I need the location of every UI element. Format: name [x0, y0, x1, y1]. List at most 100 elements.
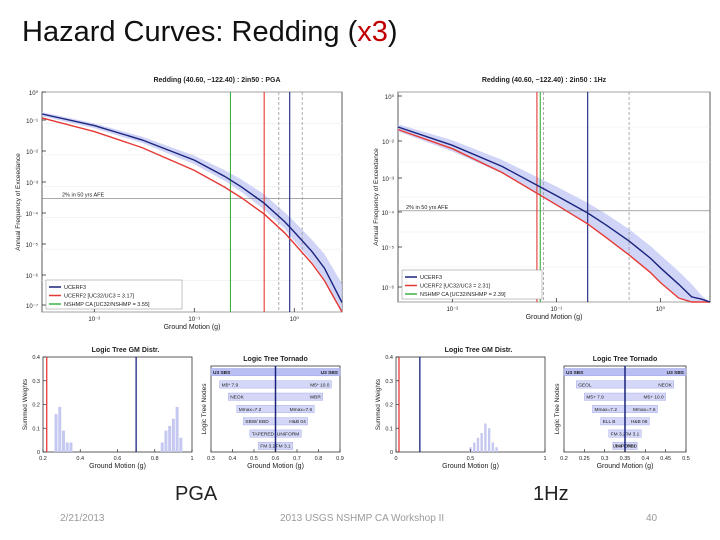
- onehz-gm-distr-y-label: Summed Weights: [375, 378, 382, 430]
- onehz-gm-distr-bar: [476, 437, 480, 452]
- onehz-tornado-bar-label-right: H&B 08: [631, 419, 648, 425]
- pga-hazard-title: Redding (40.60, −122.40) : 2in50 : PGA: [153, 77, 280, 84]
- pga-hazard-axes: [41, 91, 343, 313]
- pga-hazard-ucerf3-band: [42, 112, 342, 314]
- onehz-tornado-bar-label-left: FM 3.2: [611, 431, 626, 437]
- onehz-gm-distr-bar: [487, 428, 491, 452]
- pga-tornado-bar-label-left: U3 SBS: [213, 370, 231, 376]
- onehz-hazard-y-tick-label: 10⁻⁵: [382, 245, 395, 252]
- onehz-gm-distr-x-label: Ground Motion (g): [442, 463, 499, 470]
- pga-tornado-title: Logic Tree Tornado: [243, 356, 307, 363]
- onehz-tornado-bar-label-right: M5+ 10.0: [644, 395, 664, 401]
- onehz-hazard-y-tick-label: 10⁻⁴: [382, 210, 395, 217]
- pga-tornado-bar-label-left: TAPERED: [252, 431, 275, 437]
- onehz-hazard-ucerf3-curve: [397, 126, 711, 303]
- pga-tornado-bar-label-left: FM 3.2: [260, 444, 275, 450]
- pga-gm-distr-y-tick-label: 0.2: [32, 403, 40, 409]
- pga-tornado-x-tick-label: 0.6: [272, 456, 280, 462]
- footer-date: 2/21/2013: [60, 513, 105, 524]
- pga-tornado-y-label: Logic Tree Nodes: [201, 383, 208, 435]
- onehz-gm-distr-x-tick-label: 0.5: [467, 456, 475, 462]
- onehz-tornado-bar-label-left: U3 SBS: [566, 370, 584, 376]
- onehz-tornado-bar-label-left: ELL B: [603, 419, 616, 425]
- onehz-tornado-bar-label-left: M5+ 7.9: [586, 395, 604, 401]
- slide-title-post: ): [387, 16, 398, 48]
- pga-hazard-y-tick-label: 10⁻⁵: [26, 242, 39, 249]
- pga-gm-distr-x-tick-label: 0.8: [151, 456, 159, 462]
- pga-gm-distr-bar: [65, 442, 69, 452]
- pga-hazard-x-label: Ground Motion (g): [164, 324, 221, 331]
- onehz-tornado-x-tick-label: 0.25: [579, 456, 590, 462]
- pga-hazard-ucerf3-curve: [41, 113, 343, 303]
- onehz-gm-distr-y-tick-label: 0.1: [385, 426, 393, 432]
- pga-tornado-bar-label-right: H&B 04: [289, 419, 306, 425]
- onehz-hazard-x-tick-label: 10⁻¹: [550, 307, 562, 313]
- onehz-gm-distr-bar: [491, 442, 495, 452]
- onehz-gm-distr-y-tick-label: 0.4: [385, 355, 393, 361]
- pga-gm-distr-x-tick-label: 0.6: [114, 456, 122, 462]
- pga-gm-distr-y-tick-label: 0.4: [32, 355, 40, 361]
- onehz-tornado-bar-label-left: Mmax=7.2: [594, 407, 617, 413]
- pga-gm-distr-bar: [164, 430, 168, 452]
- pga-hazard-y-tick-label: 10⁻³: [26, 181, 38, 187]
- onehz-gm-distr-y-tick-label: 0: [390, 450, 393, 456]
- onehz-gm-distr-y-tick-label: 0.2: [385, 403, 393, 409]
- pga-gm-distr-title: Logic Tree GM Distr.: [92, 347, 160, 354]
- onehz-tornado-title: Logic Tree Tornado: [593, 356, 657, 363]
- onehz-tornado-x-tick-label: 0.45: [660, 456, 671, 462]
- pga-tornado-x-label: Ground Motion (g): [247, 463, 304, 470]
- pga-tornado-bar-label-right: Mmax=7.6: [290, 407, 313, 413]
- pga-gm-distr-bar: [58, 406, 62, 452]
- pga-gm-distr-bar: [168, 425, 172, 452]
- onehz-tornado-x-tick-label: 0.2: [560, 456, 568, 462]
- pga-gm-distr-x-label: Ground Motion (g): [89, 463, 146, 470]
- onehz-gm-distr-axes: [395, 356, 546, 453]
- pga-gm-distr-bar: [160, 442, 164, 452]
- onehz-tornado-bar-label-right: U3 SBS: [667, 370, 685, 376]
- onehz-hazard-afe-annotation: 2% in 50 yrs AFE: [406, 205, 449, 211]
- onehz-hazard-x-tick-label: 10⁻²: [446, 307, 458, 313]
- pga-tornado-bar-label-right: WBR: [310, 395, 322, 401]
- onehz-hazard-legend: [401, 269, 543, 300]
- onehz-tornado-bar-label-right: Mmax=7.6: [633, 407, 656, 413]
- pga-tornado-x-tick-label: 0.4: [229, 456, 237, 462]
- pga-tornado-x-tick-label: 0.9: [336, 456, 344, 462]
- footer-event: 2013 USGS NSHMP CA Workshop II: [280, 513, 445, 524]
- onehz-hazard-x-tick-label: 10⁰: [656, 306, 666, 313]
- pga-hazard-x-tick-label: 10⁻²: [88, 317, 100, 323]
- onehz-hazard-x-label: Ground Motion (g): [526, 314, 583, 321]
- onehz-gm-distr-y-tick-label: 0.3: [385, 379, 393, 385]
- pga-gm-distr-y-label: Summed Weights: [22, 378, 29, 430]
- pga-gm-distr-bar: [69, 442, 73, 452]
- pga-gm-distr-bar: [175, 406, 179, 452]
- pga-label: PGA: [175, 483, 218, 505]
- pga-hazard-afe-annotation: 2% in 50 yrs AFE: [62, 193, 105, 199]
- onehz-gm-distr-x-tick-label: 1: [543, 456, 546, 462]
- pga-gm-distr-bar: [54, 414, 58, 452]
- onehz-tornado-x-tick-label: 0.35: [620, 456, 631, 462]
- pga-hazard-x-tick-label: 10⁰: [290, 316, 300, 323]
- onehz-gm-distr-bar: [484, 423, 487, 452]
- pga-tornado-x-tick-label: 0.5: [250, 456, 258, 462]
- onehz-hazard-legend-entry: UCERF2 [UC32/UC3 = 2.31]: [420, 284, 491, 290]
- pga-gm-distr-y-tick-label: 0.1: [32, 426, 40, 432]
- pga-tornado-bar-label-right: M5* 10.0: [310, 382, 330, 388]
- onehz-gm-distr-bar: [480, 433, 483, 452]
- pga-tornado-x-tick-label: 0.8: [315, 456, 323, 462]
- pga-tornado-x-tick-label: 0.7: [293, 456, 301, 462]
- onehz-hazard-legend-entry: UCERF3: [420, 275, 442, 281]
- onehz-gm-distr-x-tick-label: 0: [394, 456, 397, 462]
- pga-hazard-legend-entry: UCERF3: [64, 285, 86, 291]
- onehz-tornado-y-label: Logic Tree Nodes: [554, 383, 561, 435]
- onehz-tornado-x-tick-label: 0.5: [682, 456, 690, 462]
- pga-gm-distr-x-tick-label: 0.4: [76, 456, 84, 462]
- pga-hazard-ucerf2-curve: [41, 117, 343, 313]
- pga-hazard-y-tick-label: 10⁻²: [26, 150, 38, 156]
- onehz-tornado-bar-label-left: GEOL: [578, 382, 592, 388]
- onehz-hazard-y-tick-label: 10⁰: [385, 94, 395, 101]
- pga-hazard-legend: [45, 279, 183, 310]
- pga-gm-distr-x-tick-label: 1: [190, 456, 193, 462]
- onehz-gm-distr-bar: [495, 447, 498, 452]
- pga-gm-distr-bar: [171, 418, 175, 452]
